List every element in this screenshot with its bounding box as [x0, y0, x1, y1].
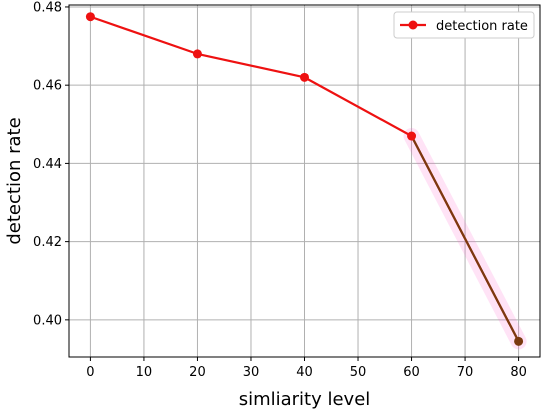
legend-marker: [408, 20, 418, 30]
y-tick-label: 0.48: [33, 0, 62, 15]
y-tick-label: 0.46: [33, 79, 62, 94]
y-tick-label: 0.42: [33, 235, 62, 250]
data-point: [514, 336, 524, 346]
x-tick-label: 30: [243, 365, 260, 380]
legend-label: detection rate: [436, 19, 528, 34]
x-axis-ticks: 0 10 20 30 40 50 60 70 80: [86, 357, 527, 380]
data-point: [85, 12, 95, 22]
legend: detection rate: [393, 11, 535, 39]
y-tick-label: 0.40: [33, 313, 62, 328]
y-axis-title: detection rate: [4, 117, 25, 244]
legend-box: [393, 11, 535, 39]
highlight-line: [410, 135, 520, 342]
data-point: [300, 72, 309, 82]
x-tick-label: 0: [86, 365, 94, 380]
data-points: [85, 12, 524, 346]
y-axis-ticks: 0.40 0.42 0.44 0.46 0.48: [33, 0, 69, 328]
x-tick-label: 60: [403, 365, 420, 380]
x-tick-label: 10: [136, 365, 153, 380]
x-tick-label: 50: [350, 365, 367, 380]
x-axis-title: simliarity level: [239, 389, 371, 410]
x-tick-label: 80: [510, 365, 527, 380]
y-tick-label: 0.44: [33, 157, 62, 172]
x-tick-label: 70: [457, 365, 474, 380]
grid: [69, 5, 540, 357]
data-point: [407, 131, 417, 141]
x-tick-label: 40: [296, 365, 313, 380]
data-point: [192, 49, 202, 59]
x-tick-label: 20: [189, 365, 206, 380]
